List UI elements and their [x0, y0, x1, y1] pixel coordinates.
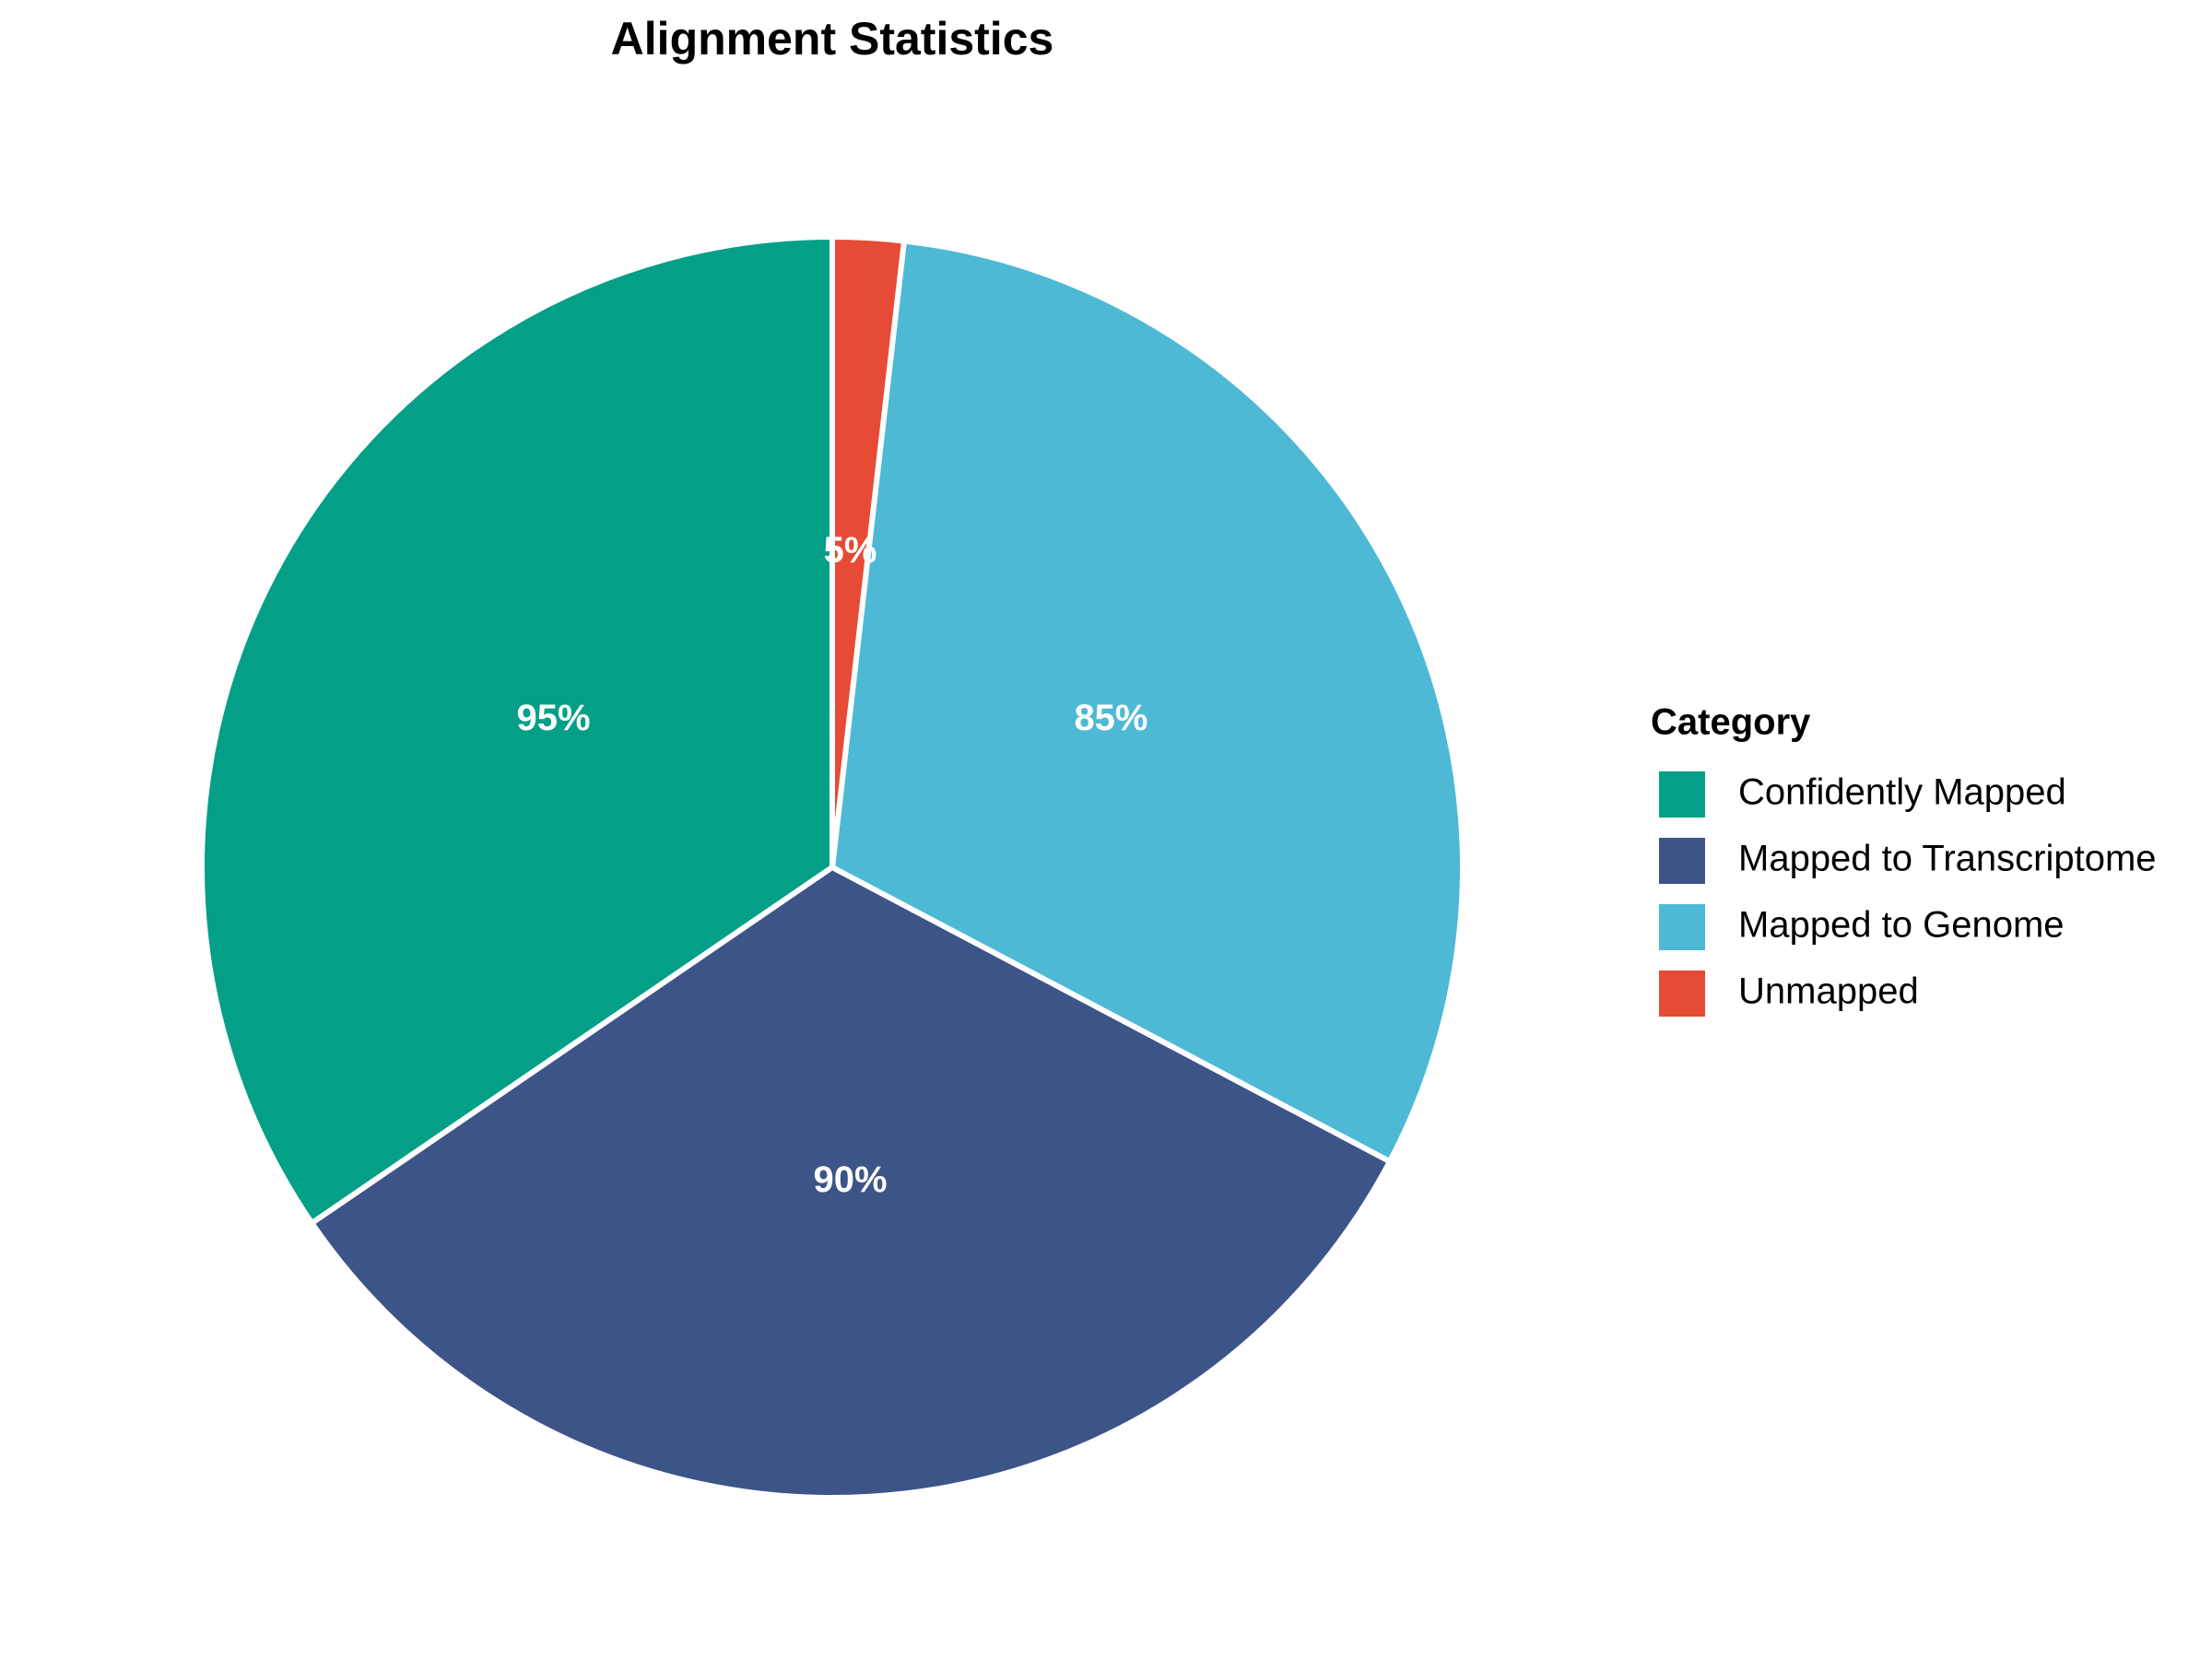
slice-label: 90%: [813, 1159, 887, 1200]
legend-label: Mapped to Genome: [1738, 905, 2065, 946]
pie-slice: [829, 238, 1465, 1166]
slice-label: 5%: [824, 530, 877, 571]
legend-swatch: [1659, 971, 1705, 1017]
pie-slice: [308, 864, 1394, 1500]
legend-label: Unmapped: [1738, 971, 1919, 1012]
legend-label: Mapped to Transcriptome: [1738, 839, 2157, 879]
legend-title: Category: [1651, 702, 1811, 743]
legend-label: Confidently Mapped: [1738, 772, 2066, 813]
legend-swatch: [1659, 771, 1705, 818]
pie-slice: [199, 233, 835, 1228]
chart-title: Alignment Statistics: [611, 13, 1054, 65]
slice-label: 95%: [516, 698, 590, 738]
slice-label: 85%: [1074, 698, 1147, 738]
pie: 95% 90% 85% 5%: [199, 233, 1465, 1500]
legend-swatch: [1659, 904, 1705, 950]
pie-slice: [830, 233, 908, 868]
legend-swatch: [1659, 838, 1705, 884]
legend: Category Confidently Mapped Mapped to Tra…: [1651, 702, 2157, 1017]
